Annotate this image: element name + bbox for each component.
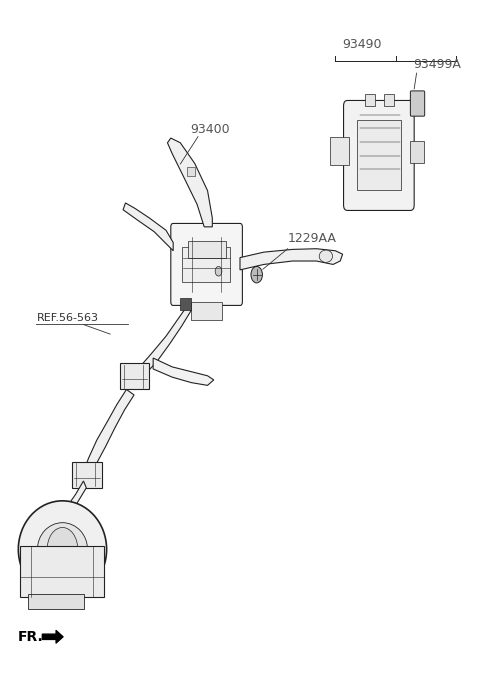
Bar — [72, 462, 102, 488]
Text: 93400: 93400 — [190, 123, 229, 136]
Circle shape — [215, 266, 222, 276]
Polygon shape — [240, 249, 343, 270]
Bar — [187, 167, 195, 176]
Bar — [182, 248, 229, 281]
Ellipse shape — [37, 523, 87, 576]
Bar — [357, 120, 401, 190]
Ellipse shape — [319, 250, 333, 262]
Bar — [180, 298, 191, 310]
Polygon shape — [20, 481, 86, 562]
FancyBboxPatch shape — [410, 91, 425, 116]
Circle shape — [47, 528, 78, 571]
Bar — [330, 137, 349, 165]
FancyBboxPatch shape — [171, 224, 242, 305]
Bar — [384, 93, 394, 106]
Bar — [28, 595, 84, 609]
Bar — [364, 93, 375, 106]
Bar — [120, 364, 149, 390]
Text: 93490: 93490 — [343, 38, 382, 51]
Ellipse shape — [18, 501, 107, 598]
Text: FR.: FR. — [18, 630, 44, 643]
Text: 93499A: 93499A — [413, 58, 461, 71]
Circle shape — [251, 266, 263, 283]
Polygon shape — [84, 390, 134, 478]
Polygon shape — [123, 203, 173, 251]
FancyBboxPatch shape — [344, 100, 414, 211]
Bar — [188, 241, 226, 258]
Text: REF.56-563: REF.56-563 — [37, 313, 99, 322]
Bar — [20, 546, 105, 597]
Bar — [192, 302, 222, 320]
Text: 1229AA: 1229AA — [288, 233, 336, 246]
Polygon shape — [168, 138, 212, 227]
Bar — [410, 141, 424, 163]
Polygon shape — [131, 305, 192, 384]
Polygon shape — [153, 358, 214, 386]
